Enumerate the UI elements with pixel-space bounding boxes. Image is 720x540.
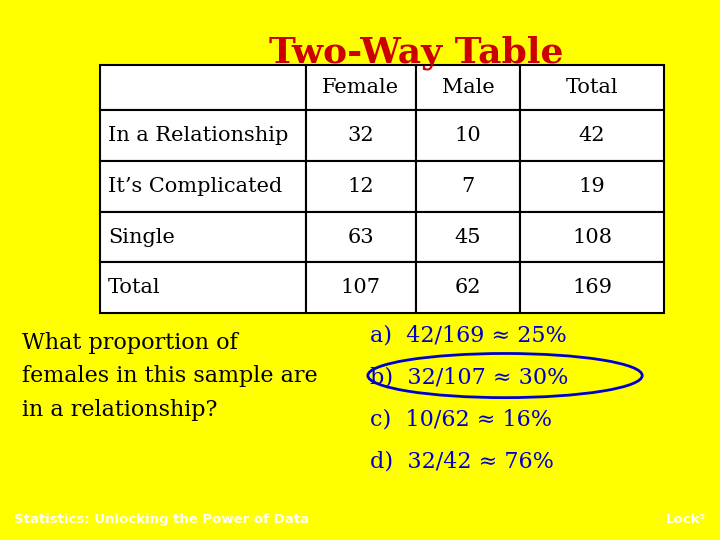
Bar (416, 262, 520, 313)
Text: d)  32/42 ≈ 76%: d) 32/42 ≈ 76% (370, 450, 554, 472)
Text: 32: 32 (348, 126, 374, 145)
Text: c)  10/62 ≈ 16%: c) 10/62 ≈ 16% (370, 408, 552, 430)
Bar (100, 110, 306, 161)
Bar (520, 161, 664, 212)
Text: Total: Total (108, 278, 161, 297)
Bar (306, 262, 416, 313)
Bar (100, 161, 306, 212)
Text: 63: 63 (348, 227, 374, 246)
Text: Total: Total (566, 78, 618, 97)
Text: Two-Way Table: Two-Way Table (269, 35, 564, 70)
Bar (100, 65, 306, 110)
Text: Single: Single (108, 227, 175, 246)
Bar (416, 212, 520, 262)
Text: 42: 42 (579, 126, 606, 145)
Bar (520, 262, 664, 313)
Bar (306, 212, 416, 262)
Text: Lock⁵: Lock⁵ (665, 513, 706, 526)
Text: b)  32/107 ≈ 30%: b) 32/107 ≈ 30% (370, 366, 568, 388)
Text: 62: 62 (455, 278, 481, 297)
Text: In a Relationship: In a Relationship (108, 126, 289, 145)
Bar (416, 110, 520, 161)
Bar (100, 212, 306, 262)
Text: Male: Male (441, 78, 495, 97)
Bar (416, 65, 520, 110)
Text: 108: 108 (572, 227, 612, 246)
Text: 7: 7 (462, 177, 474, 196)
Bar (416, 161, 520, 212)
Text: What proportion of
females in this sample are
in a relationship?: What proportion of females in this sampl… (22, 332, 318, 421)
Text: It’s Complicated: It’s Complicated (108, 177, 282, 196)
Text: 19: 19 (579, 177, 606, 196)
Bar (520, 110, 664, 161)
Text: Female: Female (323, 78, 400, 97)
Bar (100, 262, 306, 313)
Text: a)  42/169 ≈ 25%: a) 42/169 ≈ 25% (370, 324, 567, 346)
Bar (306, 65, 416, 110)
Text: 12: 12 (348, 177, 374, 196)
Bar (306, 161, 416, 212)
Bar (306, 110, 416, 161)
Bar (520, 212, 664, 262)
Text: Statistics: Unlocking the Power of Data: Statistics: Unlocking the Power of Data (14, 513, 310, 526)
Text: 169: 169 (572, 278, 612, 297)
Text: 10: 10 (454, 126, 482, 145)
Text: 107: 107 (341, 278, 381, 297)
Bar (520, 65, 664, 110)
Text: 45: 45 (455, 227, 481, 246)
